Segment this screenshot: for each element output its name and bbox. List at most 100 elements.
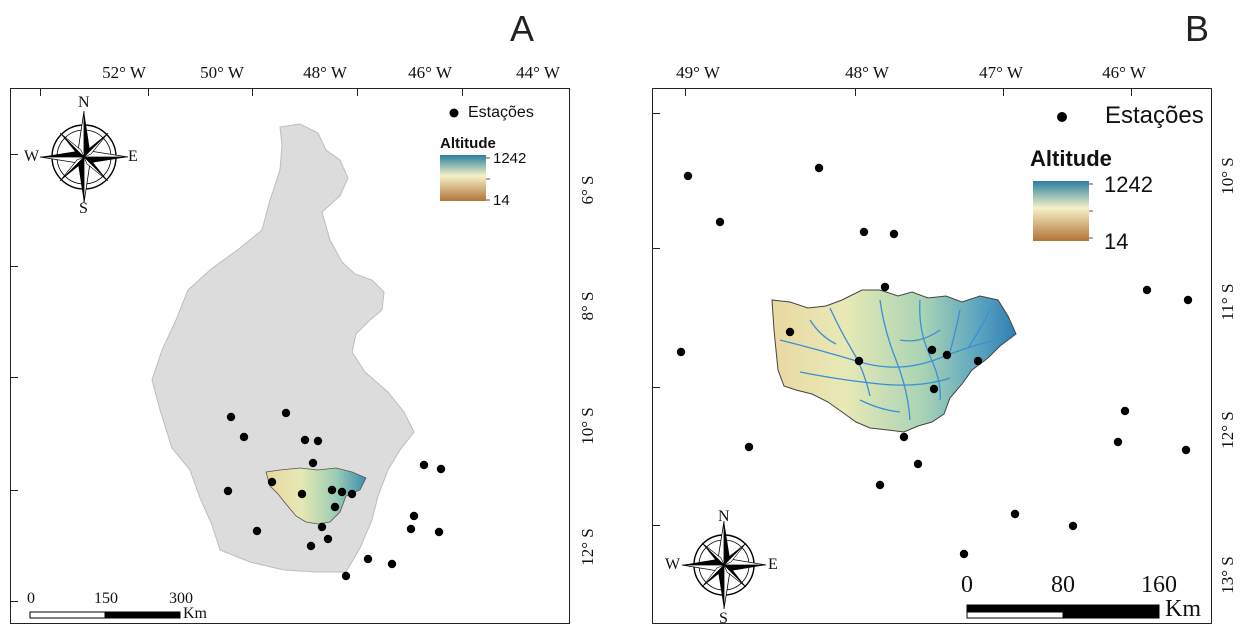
station-point	[929, 384, 939, 394]
panel-b-scalebar-unit: Km	[1165, 596, 1201, 622]
panel-b-altitude-ramp	[1033, 181, 1089, 241]
station-point	[785, 327, 795, 337]
station-point	[323, 534, 333, 544]
panel-b-scalebar-label: 80	[1051, 572, 1075, 598]
panel-b-tickmark	[652, 248, 660, 249]
station-point	[1113, 437, 1123, 447]
panel-a-legend-stations-label: Estações	[468, 104, 534, 121]
station-point	[223, 486, 233, 496]
panel-a-compass-rose	[39, 110, 129, 204]
panel-a-scalebar	[29, 611, 181, 619]
panel-b-compass-w: W	[665, 556, 681, 573]
station-point	[297, 489, 307, 499]
station-point	[317, 522, 327, 532]
station-point	[1010, 509, 1020, 519]
station-point	[337, 487, 347, 497]
station-point	[341, 571, 351, 581]
panel-a-stations	[223, 408, 446, 581]
panel-b-legend-altitude-title: Altitude	[1030, 146, 1112, 171]
panel-b-legend-min: 14	[1104, 229, 1129, 254]
panel-a-scalebar-label: 150	[94, 590, 118, 607]
station-point	[715, 217, 725, 227]
panel-b-tickmark	[652, 387, 660, 388]
station-point	[942, 350, 952, 360]
panel-a-tickmark	[40, 88, 41, 96]
station-point	[313, 436, 323, 446]
panel-a-lon-tick: 50° W	[200, 63, 244, 82]
panel-b-tickmark	[685, 88, 686, 96]
station-point	[406, 524, 416, 534]
station-point	[363, 554, 373, 564]
station-point	[347, 489, 357, 499]
station-point	[300, 435, 310, 445]
station-point	[239, 432, 249, 442]
panel-a-altitude-ramp	[440, 155, 486, 201]
panel-b-tickmark	[1131, 88, 1132, 96]
station-point	[814, 163, 824, 173]
station-point	[973, 356, 983, 366]
station-point	[436, 464, 446, 474]
panel-a-basin	[265, 467, 367, 525]
panel-a-tickmark	[357, 88, 358, 96]
station-point	[854, 356, 864, 366]
panel-b-tickmark	[855, 88, 856, 96]
panel-a-legend-min: 14	[493, 192, 510, 209]
panel-b-legend-station-symbol	[1057, 112, 1067, 122]
panel-a-letter: A	[510, 8, 535, 49]
station-point	[434, 527, 444, 537]
panel-a-scalebar-unit: Km	[183, 605, 207, 622]
panel-a-tickmark	[252, 88, 253, 96]
station-point	[267, 477, 277, 487]
panel-a-tickmark	[10, 377, 18, 378]
station-point	[875, 480, 885, 490]
panel-a-compass-e: E	[128, 148, 138, 165]
panel-a-tickmark	[148, 88, 149, 96]
panel-b-compass-e: E	[768, 556, 778, 573]
panel-b-lon-tick: 46° W	[1102, 63, 1146, 82]
panel-a-tickmark	[10, 490, 18, 491]
panel-a-scalebar-label: 300	[169, 590, 193, 607]
panel-b-compass-s: S	[719, 610, 728, 627]
panel-b-legend-max: 1242	[1104, 172, 1153, 197]
panel-b-legend-stations-label: Estações	[1105, 102, 1204, 129]
station-point	[327, 485, 337, 495]
station-point	[744, 442, 754, 452]
panel-a-compass-s: S	[79, 200, 88, 217]
station-point	[683, 171, 693, 181]
station-point	[959, 549, 969, 559]
panel-b-compass-rose	[681, 520, 767, 610]
panel-b-basin	[771, 289, 1017, 433]
panel-b-tickmark	[1003, 88, 1004, 96]
panel-b-lon-tick: 47° W	[979, 63, 1023, 82]
panel-b-tickmark	[652, 525, 660, 526]
station-point	[1183, 295, 1193, 305]
panel-b-lon-tick: 49° W	[676, 63, 720, 82]
station-point	[913, 459, 923, 469]
panel-a-scalebar-label: 0	[27, 590, 35, 607]
station-point	[252, 526, 262, 536]
station-point	[306, 541, 316, 551]
station-point	[330, 502, 340, 512]
panel-a-tickmark	[462, 88, 463, 96]
panel-a-legend-station-symbol	[449, 108, 459, 118]
panel-a-compass-w: W	[24, 148, 40, 165]
station-point	[859, 227, 869, 237]
panel-a-tickmark	[10, 154, 18, 155]
station-point	[281, 408, 291, 418]
panel-b-compass-n: N	[718, 508, 730, 525]
station-point	[927, 345, 937, 355]
station-point	[387, 559, 397, 569]
panel-a-lon-tick: 46° W	[408, 63, 452, 82]
station-point	[419, 460, 429, 470]
panel-a-tickmark	[10, 266, 18, 267]
panel-b-scalebar-label: 160	[1141, 572, 1177, 598]
station-point	[409, 511, 419, 521]
panel-a-lon-tick: 44° W	[516, 63, 560, 82]
station-point	[1181, 445, 1191, 455]
station-point	[889, 229, 899, 239]
panel-a-tickmark	[10, 601, 18, 602]
station-point	[1120, 406, 1130, 416]
panel-a-legend-max: 1242	[493, 150, 527, 167]
state-outline	[151, 123, 415, 573]
